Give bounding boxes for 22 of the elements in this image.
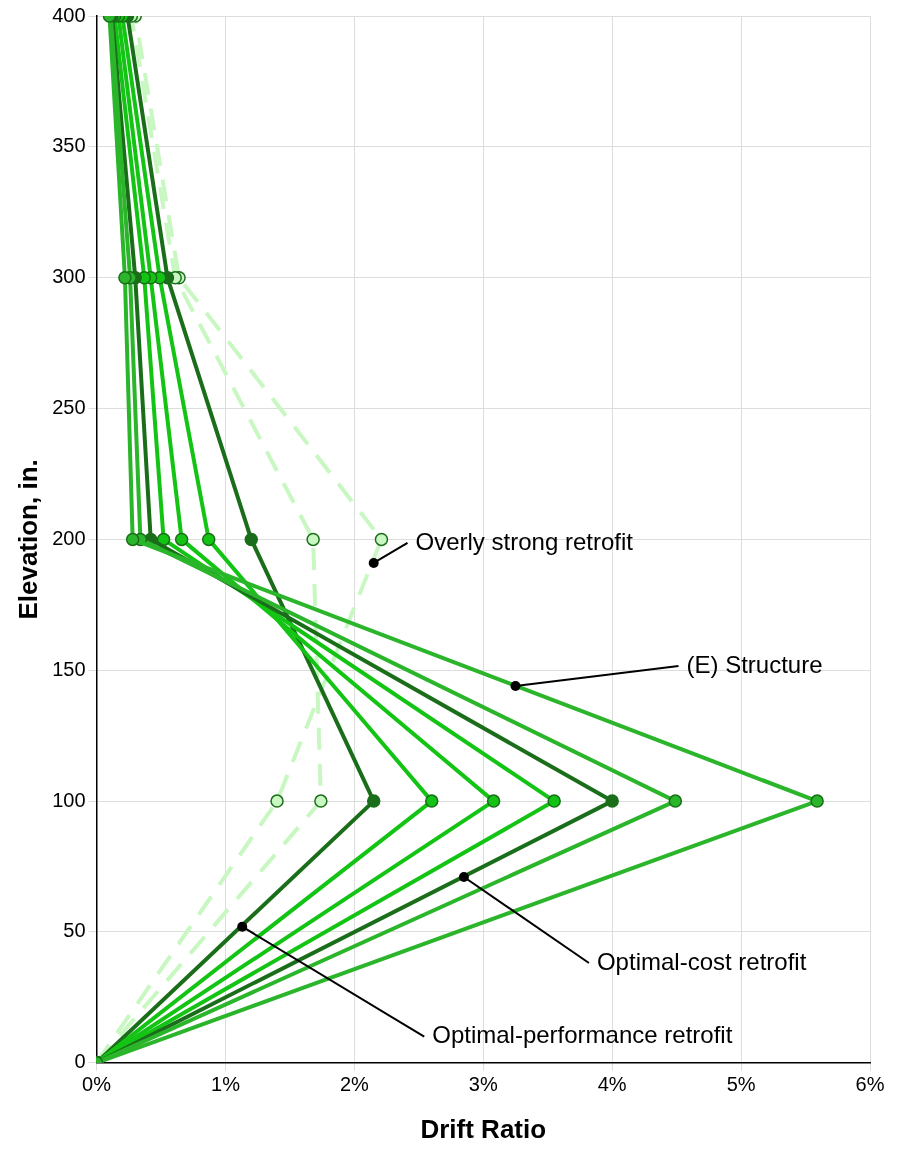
- x-tick-label: 0%: [82, 1073, 112, 1096]
- annotation: Optimal-performance retrofit: [432, 1021, 733, 1049]
- y-tick-label: 100: [52, 788, 86, 811]
- y-tick-label: 200: [52, 526, 86, 549]
- y-tick-label: 250: [52, 396, 86, 419]
- y-tick-label: 0: [74, 1050, 86, 1073]
- y-tick-label: 350: [52, 134, 86, 157]
- y-tick-label: 300: [52, 265, 86, 288]
- x-tick-label: 2%: [339, 1073, 370, 1096]
- x-tick-label: 4%: [597, 1073, 627, 1096]
- x-axis-title: Drift Ratio: [420, 1113, 547, 1144]
- y-tick-label: 150: [52, 657, 86, 680]
- x-tick-label: 3%: [468, 1073, 498, 1096]
- y-tick-label: 50: [63, 919, 86, 942]
- x-tick-label: 1%: [211, 1073, 241, 1096]
- annotation: Overly strong retrofit: [415, 527, 634, 555]
- x-tick-label: 5%: [726, 1073, 756, 1096]
- annotation: Optimal-cost retrofit: [596, 947, 807, 975]
- annotation: (E) Structure: [686, 650, 823, 678]
- y-axis-title: Elevation, in.: [12, 459, 43, 620]
- x-tick-label: 6%: [855, 1073, 885, 1096]
- y-tick-label: 400: [52, 3, 86, 26]
